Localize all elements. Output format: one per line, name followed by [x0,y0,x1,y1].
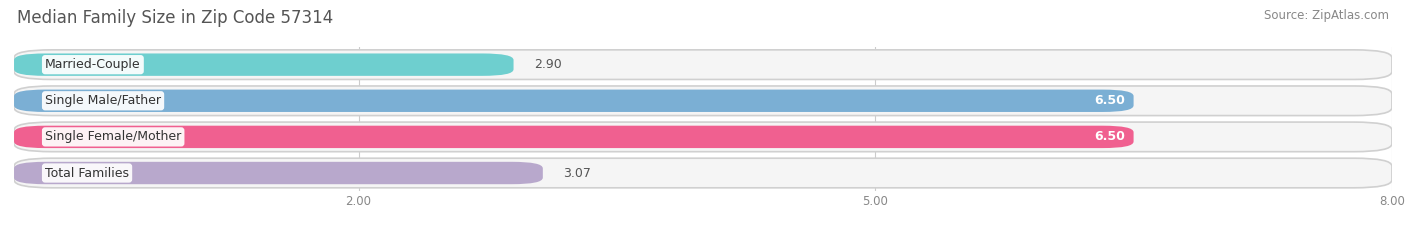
FancyBboxPatch shape [14,126,1133,148]
Text: Single Female/Mother: Single Female/Mother [45,130,181,143]
FancyBboxPatch shape [14,86,1392,116]
Text: Total Families: Total Families [45,167,129,179]
Text: 2.90: 2.90 [534,58,562,71]
Text: 3.07: 3.07 [564,167,592,179]
FancyBboxPatch shape [14,50,1392,79]
Text: Median Family Size in Zip Code 57314: Median Family Size in Zip Code 57314 [17,9,333,27]
FancyBboxPatch shape [14,122,1392,152]
FancyBboxPatch shape [14,162,543,184]
Text: 6.50: 6.50 [1094,94,1125,107]
Text: 6.50: 6.50 [1094,130,1125,143]
Text: Source: ZipAtlas.com: Source: ZipAtlas.com [1264,9,1389,22]
FancyBboxPatch shape [14,158,1392,188]
Text: Single Male/Father: Single Male/Father [45,94,162,107]
Text: Married-Couple: Married-Couple [45,58,141,71]
FancyBboxPatch shape [14,53,513,76]
FancyBboxPatch shape [14,89,1133,112]
